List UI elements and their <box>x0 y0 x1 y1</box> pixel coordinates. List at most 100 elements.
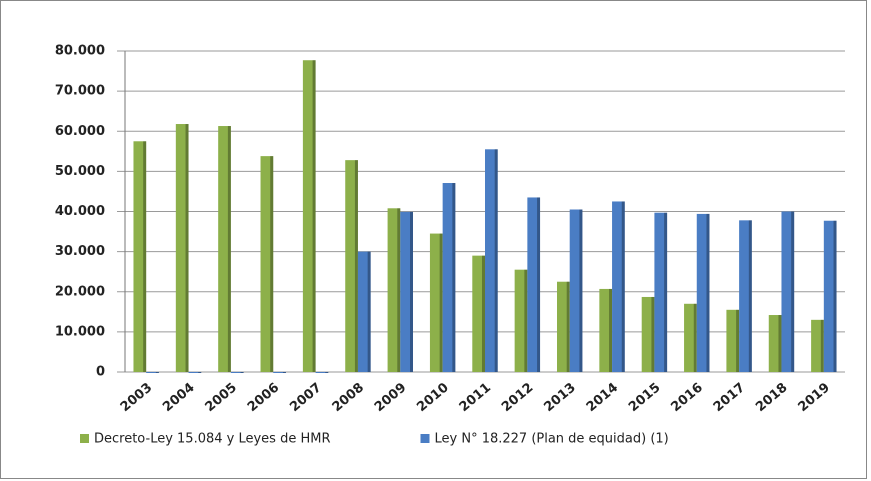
y-tick-label: 70.000 <box>55 84 105 99</box>
bar-side <box>736 309 740 372</box>
x-tick-label: 2011 <box>457 380 494 415</box>
bar <box>175 124 189 372</box>
bar <box>260 156 274 372</box>
bar-side <box>609 288 613 372</box>
y-tick-label: 50.000 <box>55 164 105 179</box>
bar-side <box>693 303 697 372</box>
bar-side <box>143 141 147 372</box>
bar <box>315 372 329 373</box>
bar <box>273 372 286 373</box>
x-tick-label: 2018 <box>753 380 790 415</box>
bar-side <box>155 372 159 373</box>
bar-side <box>439 233 443 372</box>
legend-swatch <box>80 434 89 443</box>
bar-side <box>282 372 286 373</box>
bar-side <box>410 211 413 372</box>
bar <box>133 141 147 372</box>
bar <box>654 212 668 372</box>
x-tick-label: 2014 <box>584 380 621 415</box>
bar-side <box>579 209 583 372</box>
bar <box>811 319 824 372</box>
bar-side <box>227 126 231 372</box>
bar <box>429 233 443 372</box>
y-tick-label: 80.000 <box>55 44 105 59</box>
bar <box>569 209 583 372</box>
bar-side <box>198 372 202 373</box>
bar <box>641 296 655 372</box>
y-tick-label: 40.000 <box>55 204 105 219</box>
x-tick-label: 2009 <box>372 380 409 415</box>
bar <box>739 220 752 372</box>
bar <box>612 201 625 372</box>
bar-side <box>566 281 570 372</box>
bar-side <box>494 149 498 372</box>
x-tick-label: 2007 <box>287 380 324 415</box>
bar <box>146 372 159 373</box>
legend-swatch <box>420 434 430 443</box>
x-tick-label: 2012 <box>499 380 536 415</box>
bar <box>514 269 528 372</box>
bar-side <box>185 124 189 372</box>
x-tick-label: 2019 <box>796 380 833 415</box>
bar <box>230 372 244 373</box>
legend-label: Ley N° 18.227 (Plan de equidad) (1) <box>435 432 669 447</box>
bar-side <box>791 211 795 372</box>
y-tick-label: 30.000 <box>55 244 105 259</box>
bar <box>442 183 456 372</box>
bar <box>218 126 231 372</box>
bar <box>696 213 710 372</box>
y-tick-label: 0 <box>96 365 105 380</box>
y-tick-label: 10.000 <box>55 324 105 339</box>
bar-side <box>325 372 329 373</box>
bar <box>684 303 697 372</box>
x-tick-label: 2013 <box>541 380 578 415</box>
x-tick-label: 2015 <box>626 380 663 415</box>
bar-side <box>706 213 710 372</box>
x-tick-label: 2017 <box>711 380 748 415</box>
y-tick-label: 60.000 <box>55 124 105 139</box>
bar-side <box>664 212 668 372</box>
bar-side <box>240 372 244 373</box>
bar <box>345 160 358 372</box>
bar-side <box>354 160 358 372</box>
x-tick-label: 2006 <box>245 380 282 415</box>
bar <box>472 255 485 372</box>
bar <box>400 211 413 372</box>
bar <box>485 149 498 372</box>
bar-side <box>367 251 371 372</box>
bar <box>768 315 782 372</box>
x-tick-label: 2004 <box>160 380 197 415</box>
x-tick-label: 2005 <box>203 380 240 415</box>
bar <box>188 372 202 373</box>
bar-side <box>397 208 401 372</box>
x-tick-label: 2010 <box>414 380 451 415</box>
bar <box>781 211 795 372</box>
bar-side <box>748 220 752 372</box>
bar-side <box>312 60 316 372</box>
bar-side <box>537 197 541 372</box>
bar <box>557 281 570 372</box>
x-tick-label: 2016 <box>668 380 705 415</box>
bar-side <box>482 255 485 372</box>
bar <box>726 309 740 372</box>
bar <box>357 251 371 372</box>
bar-side <box>270 156 274 372</box>
legend-label: Decreto-Ley 15.084 y Leyes de HMR <box>94 432 331 447</box>
bar <box>527 197 541 372</box>
bar-side <box>524 269 528 372</box>
bar-side <box>452 183 456 372</box>
bar-side <box>778 315 782 372</box>
x-tick-label: 2003 <box>118 380 155 415</box>
x-tick-label: 2008 <box>330 380 367 415</box>
y-tick-label: 20.000 <box>55 284 105 299</box>
bar <box>599 288 613 372</box>
bar-side <box>621 201 625 372</box>
bar-side <box>833 220 837 372</box>
bar <box>387 208 401 372</box>
bar-side <box>820 319 824 372</box>
bar <box>823 220 837 372</box>
bar <box>302 60 316 372</box>
